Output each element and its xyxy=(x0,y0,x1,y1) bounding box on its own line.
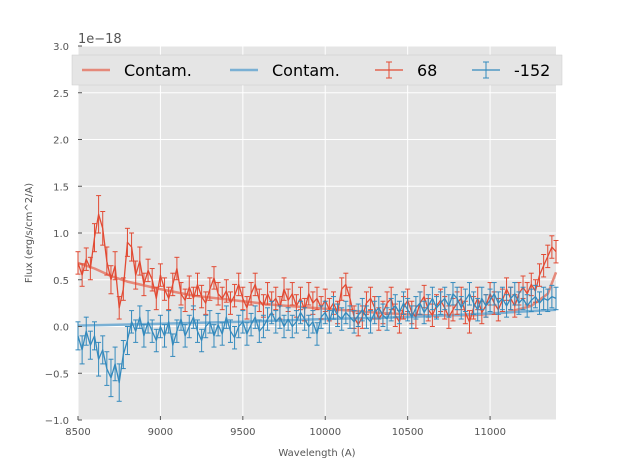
axis-ticks: 8500 9000 9500 10000 10500 11000 −1.0 −0.5 0.0 0.… xyxy=(45,42,506,438)
legend-label: 68 xyxy=(417,61,437,80)
series-line xyxy=(77,213,557,326)
series-line xyxy=(77,293,557,384)
legend-entry-2: Contam. xyxy=(230,61,340,80)
y-axis-offset-label: 1e−18 xyxy=(78,32,122,47)
legend: Contam. Contam. 68 -152 xyxy=(71,54,563,86)
x-axis-title: Wavelength (A) xyxy=(278,448,355,459)
errorbar-series--152 xyxy=(75,282,559,402)
y-axis-title: Flux (erg/s/cm^2/A) xyxy=(24,183,35,283)
x-tick-label: 8500 xyxy=(65,427,90,438)
y-tick-label: 0.0 xyxy=(53,323,69,334)
y-tick-label: 0.5 xyxy=(53,276,69,287)
y-tick-label: −0.5 xyxy=(45,369,69,380)
legend-label: -152 xyxy=(514,61,550,80)
y-tick-label: 2.5 xyxy=(53,89,69,100)
y-tick-label: 2.0 xyxy=(53,136,69,147)
y-tick-label: −1.0 xyxy=(45,416,69,427)
legend-entry-4: -152 xyxy=(472,61,550,80)
y-tick-label: 3.0 xyxy=(53,42,69,53)
y-tick-label: 1.5 xyxy=(53,182,69,193)
grid-lines xyxy=(77,45,556,421)
x-tick-label: 10500 xyxy=(392,427,424,438)
x-tick-label: 9500 xyxy=(230,427,255,438)
legend-label: Contam. xyxy=(124,61,192,80)
x-tick-label: 9000 xyxy=(148,427,173,438)
x-tick-label: 10000 xyxy=(309,427,341,438)
legend-label: Contam. xyxy=(272,61,340,80)
y-tick-label: 1.0 xyxy=(53,229,69,240)
legend-entry-3: 68 xyxy=(375,61,437,80)
error-bar-series xyxy=(75,195,559,402)
errorbar-series-68 xyxy=(75,195,559,337)
x-tick-label: 11000 xyxy=(474,427,506,438)
legend-entry-1: Contam. xyxy=(82,61,192,80)
